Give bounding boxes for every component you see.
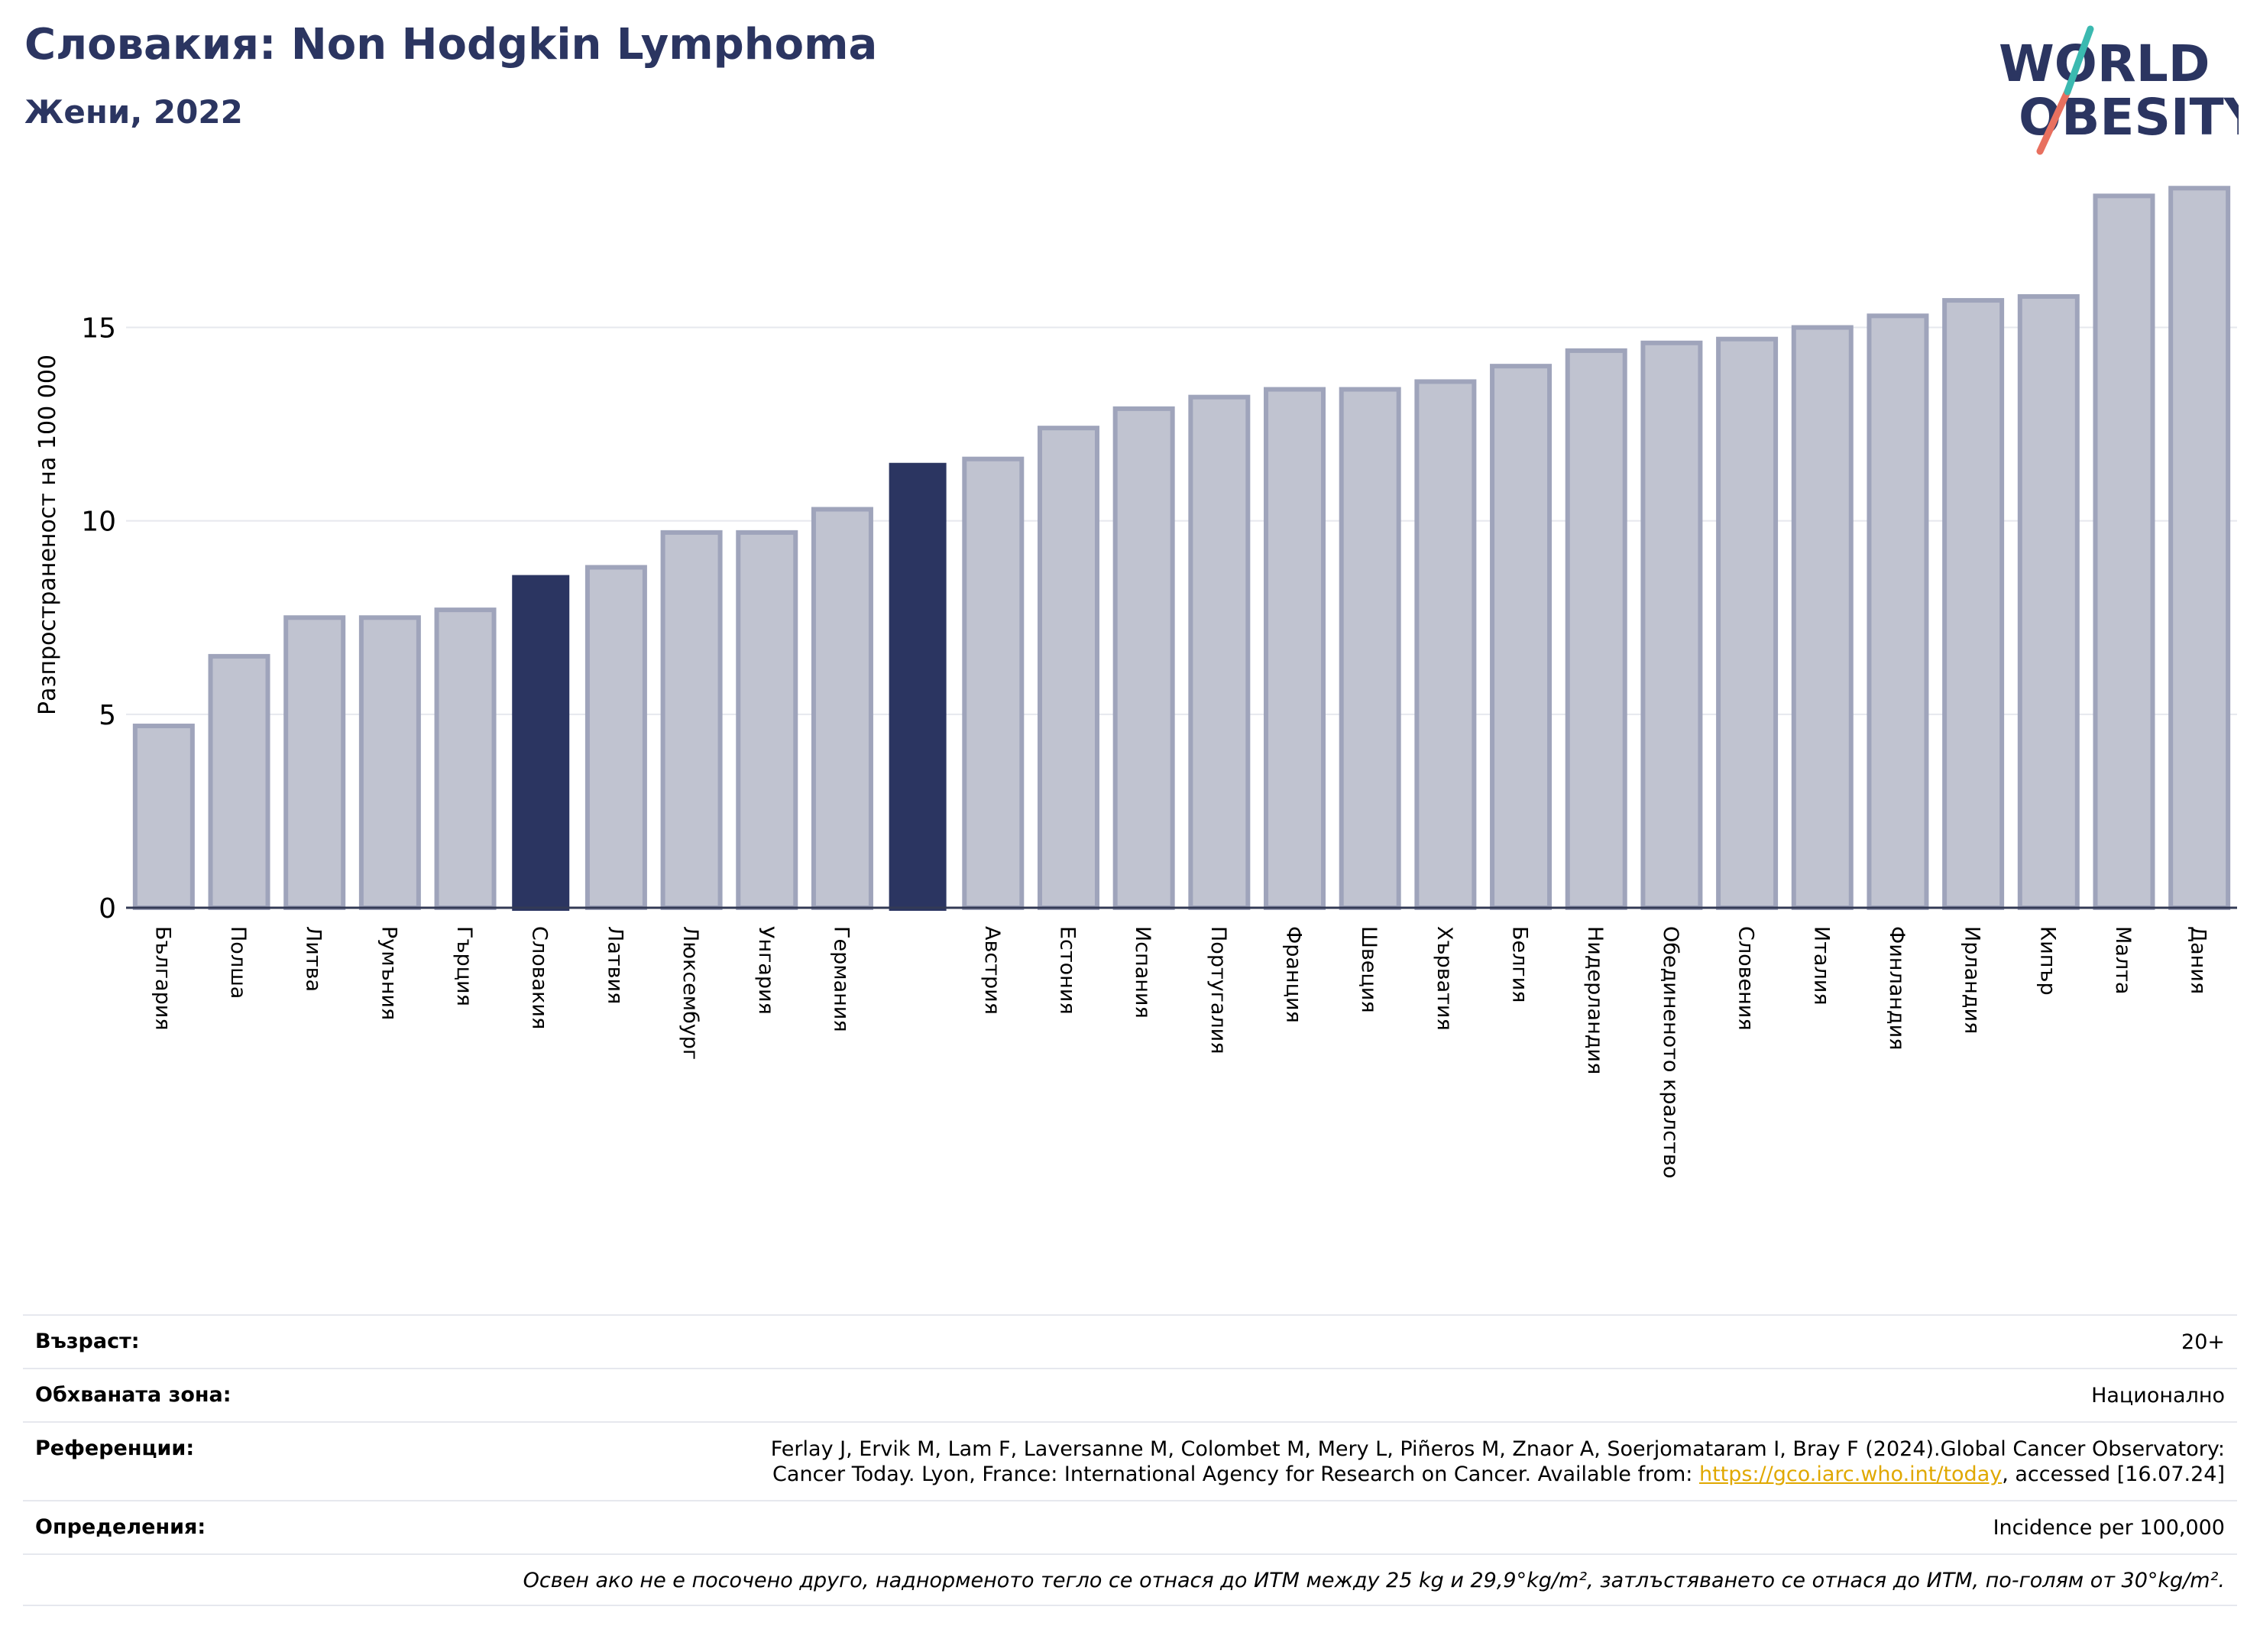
references-value: Ferlay J, Ervik M, Lam F, Laversanne M, … xyxy=(771,1437,2225,1488)
bar xyxy=(1716,336,1779,911)
meta-row-references: Референции: Ferlay J, Ervik M, Lam F, La… xyxy=(23,1420,2237,1501)
bar xyxy=(1640,340,1703,911)
x-tick-label: Люксембург xyxy=(678,926,702,1060)
world-obesity-logo: WORLD OBESITY xyxy=(1999,25,2239,155)
x-tick-label: Естония xyxy=(1055,926,1079,1015)
y-tick-label: 15 xyxy=(81,313,116,345)
chart-subtitle: Жени, 2022 xyxy=(24,93,243,131)
x-tick-label: Обединеното кралство xyxy=(1659,926,1682,1178)
x-tick-label: Словения xyxy=(1734,926,1758,1031)
bar xyxy=(132,724,195,910)
x-tick-label: Малта xyxy=(2111,926,2135,994)
x-tick-label: Белгия xyxy=(1508,926,1532,1003)
age-label: Възраст: xyxy=(35,1330,140,1353)
bar xyxy=(660,530,723,910)
metadata-table: Възраст: 20+ Обхваната зона: Национално … xyxy=(23,1314,2237,1606)
meta-row-area: Обхваната зона: Национално xyxy=(23,1367,2237,1421)
chart-title: Словакия: Non Hodgkin Lymphoma xyxy=(24,20,878,70)
footnote: Освен ако не е посочено друго, наднормен… xyxy=(523,1568,2225,1592)
y-axis-label: Разпространеност на 100 000 xyxy=(34,355,61,715)
reference-text-2: Cancer Today. Lyon, France: Internationa… xyxy=(772,1463,1699,1487)
reference-text-3: , accessed [16.07.24] xyxy=(2002,1463,2225,1487)
bar xyxy=(584,565,647,910)
x-tick-label: Латвия xyxy=(603,926,627,1004)
bar xyxy=(1565,348,1627,910)
reference-text-1: Ferlay J, Ervik M, Lam F, Laversanne M, … xyxy=(770,1437,2225,1461)
y-tick-label: 10 xyxy=(81,507,116,538)
bar-chart: 0 5 10 15 България Полша Литва Румъния Гърция Сло… xyxy=(34,186,2237,1178)
x-tick-label: Дания xyxy=(2187,926,2210,994)
y-tick-label: 5 xyxy=(99,700,116,731)
bar xyxy=(1112,406,1175,910)
meta-row-note: Освен ако не е посочено друго, наднормен… xyxy=(23,1553,2237,1606)
x-tick-label: Нидерландия xyxy=(1583,926,1607,1074)
bar xyxy=(1867,313,1929,910)
bar xyxy=(811,507,873,910)
x-tick-label: Словакия xyxy=(528,926,552,1029)
bars-layer xyxy=(132,186,2231,911)
x-tick-label: България xyxy=(151,926,174,1031)
definitions-label: Определения: xyxy=(35,1515,206,1539)
x-tick-label: Франция xyxy=(1282,926,1306,1023)
x-tick-label: Унгария xyxy=(754,926,778,1015)
bar xyxy=(2093,193,2155,910)
x-tick-label: Полша xyxy=(226,926,250,999)
logo-slash-teal xyxy=(2064,25,2094,96)
definitions-value: Incidence per 100,000 xyxy=(1993,1516,2225,1540)
bar xyxy=(1791,325,1854,910)
meta-row-age: Възраст: 20+ xyxy=(23,1314,2237,1368)
x-tick-label: Ирландия xyxy=(1961,926,1984,1034)
x-tick-label: Германия xyxy=(829,926,853,1032)
logo-line1: WORLD xyxy=(1999,34,2210,93)
bar xyxy=(1942,298,2005,910)
bar xyxy=(1037,426,1099,910)
references-label: Референции: xyxy=(35,1436,195,1460)
bar xyxy=(2017,294,2080,910)
area-value: Национално xyxy=(2091,1383,2225,1407)
x-tick-label: Швеция xyxy=(1357,926,1381,1013)
bar xyxy=(358,615,421,911)
age-value: 20+ xyxy=(2181,1330,2225,1354)
logo-slash-red xyxy=(2036,88,2071,155)
bar xyxy=(1490,364,1553,910)
bar xyxy=(434,607,497,910)
reference-link[interactable]: https://gco.iarc.who.int/today xyxy=(1698,1463,2003,1487)
x-tick-label: Финландия xyxy=(1885,926,1909,1050)
x-tick-label: Италия xyxy=(1809,926,1833,1006)
bar xyxy=(2168,186,2231,910)
bar xyxy=(1339,387,1401,910)
x-tick-label: Кипър xyxy=(2035,926,2059,996)
bar xyxy=(736,530,798,910)
y-tick-label: 0 xyxy=(99,893,116,925)
x-tick-label: Гърция xyxy=(452,926,476,1006)
bar xyxy=(1264,387,1326,910)
meta-row-definitions: Определения: Incidence per 100,000 xyxy=(23,1500,2237,1553)
x-tick-label: Австрия xyxy=(980,926,1004,1015)
x-tick-label: Хърватия xyxy=(1433,926,1456,1031)
x-tick-label: Португалия xyxy=(1206,926,1230,1054)
axis-layer: 0 5 10 15 България Полша Литва Румъния Гърция Сло… xyxy=(81,313,2237,1178)
bar-highlight xyxy=(512,575,570,911)
x-tick-label: Литва xyxy=(302,926,325,992)
bar xyxy=(1188,394,1251,910)
bar-highlight xyxy=(889,462,947,911)
bar xyxy=(283,615,346,911)
bar xyxy=(1414,379,1477,910)
x-tick-label: Испания xyxy=(1131,926,1154,1019)
x-tick-label: Румъния xyxy=(377,926,400,1020)
bar xyxy=(208,653,270,910)
bar xyxy=(962,456,1025,910)
area-label: Обхваната зона: xyxy=(35,1382,232,1407)
